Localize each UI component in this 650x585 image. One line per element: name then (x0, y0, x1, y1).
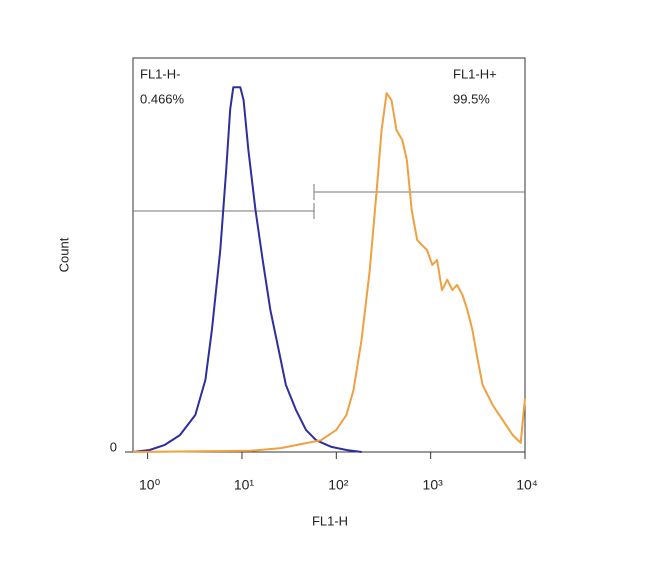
x-tick-label: 10² (328, 477, 349, 493)
gate-name: FL1-H- (140, 66, 180, 81)
x-axis-label: FL1-H (312, 513, 348, 528)
x-tick-label: 10¹ (234, 477, 255, 493)
gate-name: FL1-H+ (453, 66, 497, 81)
x-tick-label: 10⁴ (516, 477, 538, 493)
y-axis-label: Count (56, 237, 71, 272)
gate-percent: 0.466% (140, 91, 185, 106)
y-tick-label: 0 (110, 439, 117, 454)
gate-percent: 99.5% (453, 91, 490, 106)
histogram-line (132, 92, 526, 453)
plot-frame (132, 57, 526, 453)
histogram-line (132, 86, 362, 453)
x-tick-label: 10⁰ (139, 477, 161, 493)
x-tick-label: 10³ (423, 477, 444, 493)
